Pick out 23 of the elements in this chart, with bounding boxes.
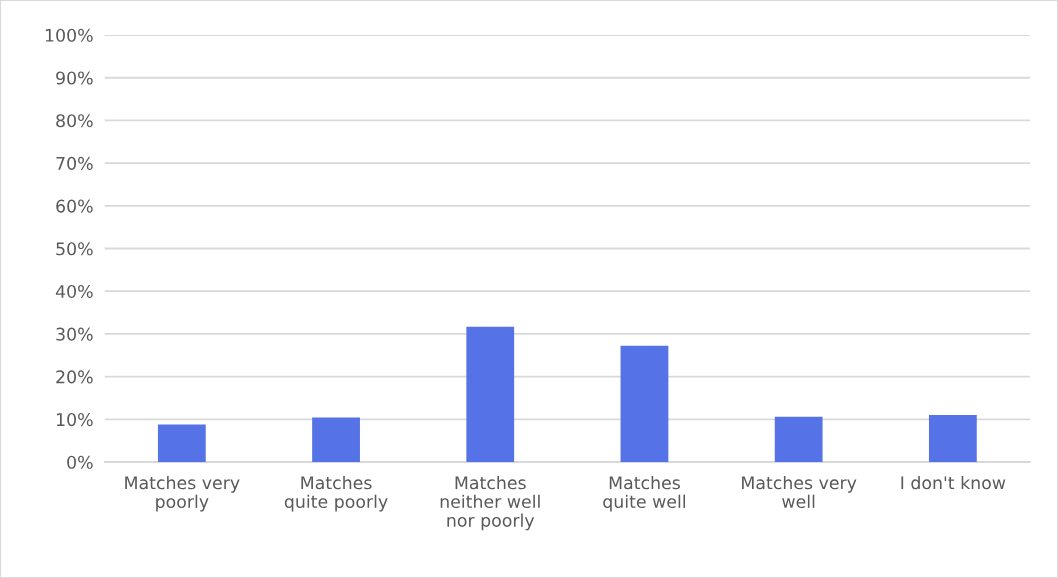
bar — [312, 417, 360, 462]
y-tick-label: 90% — [56, 71, 93, 85]
y-tick-label: 20% — [56, 370, 93, 384]
y-tick-label: 80% — [56, 114, 93, 128]
y-tick-label: 60% — [56, 199, 93, 213]
bar — [466, 326, 515, 462]
y-tick-label: 10% — [56, 413, 93, 427]
y-tick-label: 40% — [55, 284, 93, 299]
y-tick-label: 50% — [56, 242, 93, 256]
x-tick-label: Matches quite poorly — [284, 475, 388, 512]
bar — [157, 424, 206, 462]
y-tick-label: 30% — [56, 327, 93, 341]
bar — [928, 415, 977, 462]
x-tick-label: Matches very well — [742, 475, 857, 509]
bar — [774, 416, 823, 462]
x-tick-label: I don't know — [901, 475, 1006, 490]
x-tick-label: Matches very poorly — [125, 475, 240, 512]
x-tick-label: Matches quite well — [603, 475, 686, 512]
bar — [620, 345, 669, 462]
y-tick-label: 100% — [45, 28, 93, 42]
y-tick-label: 70% — [56, 156, 93, 170]
x-tick-label: Matches neither well nor poorly — [440, 475, 540, 531]
y-tick-label: 0% — [67, 455, 93, 469]
